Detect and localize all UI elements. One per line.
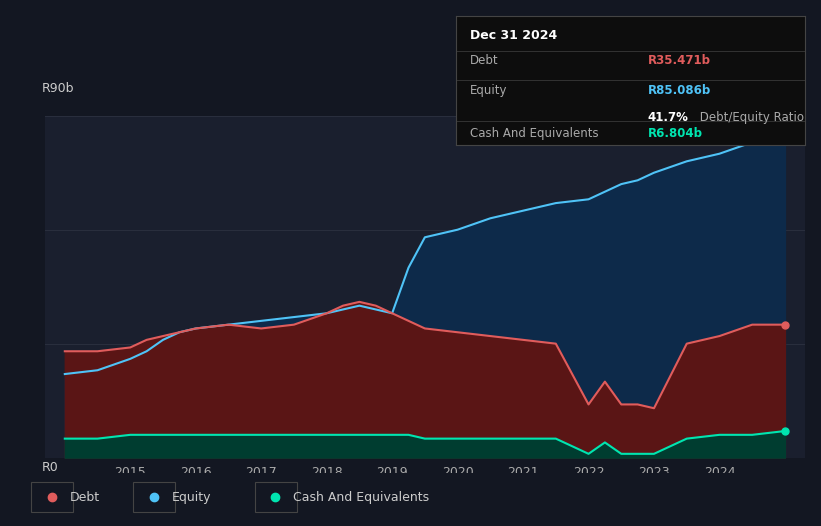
Text: Cash And Equivalents: Cash And Equivalents [470, 127, 599, 139]
Text: R35.471b: R35.471b [648, 55, 710, 67]
Text: R85.086b: R85.086b [648, 84, 711, 97]
Text: R0: R0 [41, 461, 58, 474]
Text: Debt: Debt [470, 55, 498, 67]
Text: R90b: R90b [41, 82, 74, 95]
Text: Dec 31 2024: Dec 31 2024 [470, 29, 557, 42]
FancyBboxPatch shape [255, 482, 297, 512]
Text: Debt/Equity Ratio: Debt/Equity Ratio [696, 111, 805, 124]
FancyBboxPatch shape [31, 482, 73, 512]
FancyBboxPatch shape [133, 482, 175, 512]
Text: Debt: Debt [70, 491, 99, 503]
Text: R6.804b: R6.804b [648, 127, 703, 139]
Text: 41.7%: 41.7% [648, 111, 689, 124]
Text: Cash And Equivalents: Cash And Equivalents [293, 491, 429, 503]
Text: Equity: Equity [172, 491, 211, 503]
Text: Equity: Equity [470, 84, 507, 97]
